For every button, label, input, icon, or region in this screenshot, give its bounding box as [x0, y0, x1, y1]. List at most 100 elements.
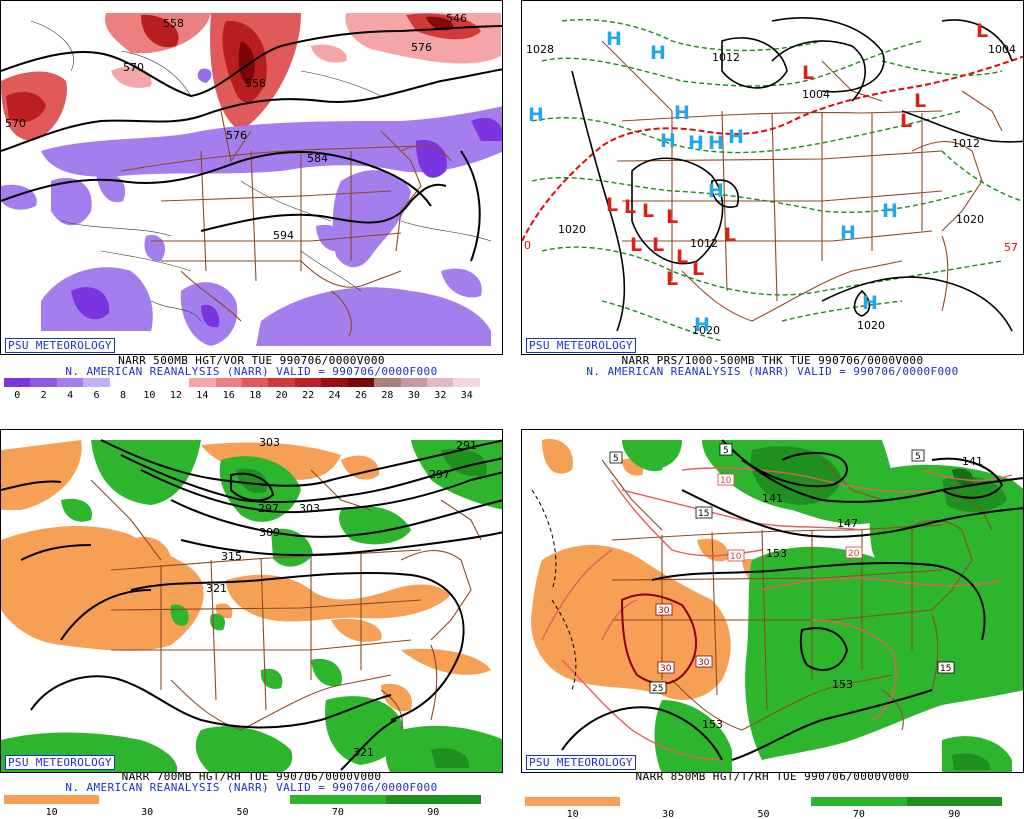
rh-colorbar — [4, 795, 482, 804]
colorbar-swatch — [30, 378, 57, 387]
colorbar-swatch — [215, 378, 242, 387]
colorbar-swatch — [347, 378, 375, 387]
contour-label: 576 — [411, 41, 432, 54]
temp-label: 15 — [698, 509, 709, 519]
colorbar-swatch — [99, 795, 148, 804]
colorbar-swatch — [51, 795, 100, 804]
temp-label: 5 — [613, 454, 619, 464]
panel-title-line: NARR PRS/1000-500MB THK TUE 990706/0000V… — [621, 354, 924, 367]
colorbar-tick-label: 90 — [427, 807, 440, 818]
temp-label: 30 — [698, 658, 710, 668]
colorbar-tick-label: 18 — [249, 390, 262, 401]
colorbar-swatch — [374, 378, 401, 387]
panel-title-line: NARR 850MB HGT/T/RH TUE 990706/0000V000 — [635, 770, 910, 783]
low-pressure-marker: L — [666, 206, 678, 228]
contour-label: 570 — [123, 61, 144, 74]
colorbar-tick-label: 24 — [328, 390, 341, 401]
contour-label: 321 — [353, 746, 374, 759]
colorbar-tick-label: 16 — [222, 390, 235, 401]
colorbar-tick-label: 26 — [354, 390, 368, 401]
high-pressure-marker: H — [708, 132, 724, 154]
colorbar-swatch — [906, 797, 955, 806]
colorbar-swatch — [427, 378, 454, 387]
map-frame: 1028 1012 1004 1004 1012 1020 1020 1012 … — [521, 0, 1024, 355]
contour-label: 558 — [163, 17, 184, 30]
low-pressure-marker: L — [914, 90, 926, 112]
colorbar-swatch — [572, 797, 621, 806]
vorticity-colorbar-ticks: 0 2 4 6 8 10 12 14 16 18 20 22 24 26 28 30 32 34 — [4, 390, 480, 402]
temp-label-box: 5 — [609, 451, 623, 464]
colorbar-swatch — [194, 795, 243, 804]
colorbar-tick-label: 30 — [407, 390, 420, 401]
isobar-label: 1012 — [952, 137, 980, 150]
vorticity-map: 558 570 558 570 546 576 576 584 594 — [1, 12, 502, 346]
height-label: 153 — [766, 547, 787, 560]
colorbar-swatch — [189, 378, 216, 387]
contour-label: 303 — [299, 502, 320, 515]
low-pressure-marker: L — [900, 110, 912, 132]
isobar-label: 1020 — [956, 213, 984, 226]
temp-label: 10 — [720, 476, 732, 486]
map-frame: 558 570 558 570 546 576 576 584 594 PSU … — [0, 0, 503, 355]
low-pressure-marker: L — [624, 196, 636, 218]
colorbar-tick-label: 14 — [196, 390, 209, 401]
colorbar-tick-label: 0 — [14, 390, 21, 401]
height-label: 153 — [832, 678, 853, 691]
colorbar-swatch — [109, 378, 137, 387]
colorbar-swatch — [453, 378, 480, 387]
thickness-label: 0 — [524, 239, 531, 252]
rh-colorbar-ticks: 10 30 50 70 90 — [525, 809, 1002, 819]
colorbar-swatch — [83, 378, 110, 387]
low-pressure-marker: L — [724, 224, 736, 246]
colorbar-tick-label: 4 — [67, 390, 74, 401]
colorbar-tick-label: 70 — [852, 809, 865, 819]
temp-label-box: 5 — [719, 443, 733, 456]
temp-label: 5 — [915, 452, 921, 462]
height-label: 141 — [762, 492, 783, 505]
colorbar-tick-label: 70 — [331, 807, 344, 818]
colorbar-tick-label: 20 — [275, 390, 288, 401]
colorbar-tick-label: 10 — [45, 807, 58, 818]
high-pressure-marker: H — [674, 102, 690, 124]
contour-label: 546 — [446, 12, 467, 25]
rh-colorbar — [525, 797, 1003, 806]
colorbar-tick-label: 28 — [381, 390, 394, 401]
low-pressure-marker: L — [976, 20, 988, 42]
temp-label: 10 — [730, 552, 742, 562]
temp-label: 15 — [940, 664, 951, 674]
high-pressure-marker: H — [840, 222, 856, 244]
high-pressure-marker: H — [528, 104, 544, 126]
panel-valid-line: N. AMERICAN REANALYSIS (NARR) VALID = 99… — [65, 365, 438, 378]
colorbar-swatch — [337, 795, 386, 804]
high-pressure-marker: H — [862, 292, 878, 314]
panel-850mb-temp-rh: 141 141 147 153 153 153 5 5 5 15 10 10 2… — [521, 415, 1024, 819]
rh-700mb-map: 303 291 297 297 303 309 315 321 321 — [1, 436, 502, 772]
psu-meteorology-badge: PSU METEOROLOGY — [526, 755, 636, 770]
colorbar-swatch — [290, 795, 338, 804]
temp-label-box: 20 — [845, 546, 863, 559]
temp-label-box: 30 — [695, 655, 713, 668]
contour-label: 321 — [206, 582, 227, 595]
contour-label: 594 — [273, 229, 294, 242]
panel-700mb-rh: 303 291 297 297 303 309 315 321 321 PSU … — [0, 415, 503, 819]
pressure-map: 1028 1012 1004 1004 1012 1020 1020 1012 … — [522, 17, 1023, 342]
temp-label-box: 10 — [727, 549, 745, 562]
psu-meteorology-badge: PSU METEOROLOGY — [5, 338, 115, 353]
colorbar-swatch — [147, 795, 195, 804]
colorbar-swatch — [525, 797, 573, 806]
height-label: 153 — [702, 718, 723, 731]
colorbar-swatch — [162, 378, 190, 387]
map-frame: 303 291 297 297 303 309 315 321 321 PSU … — [0, 429, 503, 773]
colorbar-tick-label: 32 — [434, 390, 447, 401]
panel-valid-line: N. AMERICAN REANALYSIS (NARR) VALID = 99… — [65, 781, 438, 794]
colorbar-swatch — [4, 378, 31, 387]
contour-label: 297 — [258, 502, 279, 515]
low-pressure-marker: L — [642, 200, 654, 222]
colorbar-swatch — [4, 795, 52, 804]
temp-label: 20 — [848, 549, 860, 559]
low-pressure-marker: L — [666, 268, 678, 290]
contour-label: 584 — [307, 152, 328, 165]
low-pressure-marker: L — [606, 194, 618, 216]
colorbar-tick-label: 50 — [757, 809, 770, 819]
colorbar-swatch — [620, 797, 669, 806]
